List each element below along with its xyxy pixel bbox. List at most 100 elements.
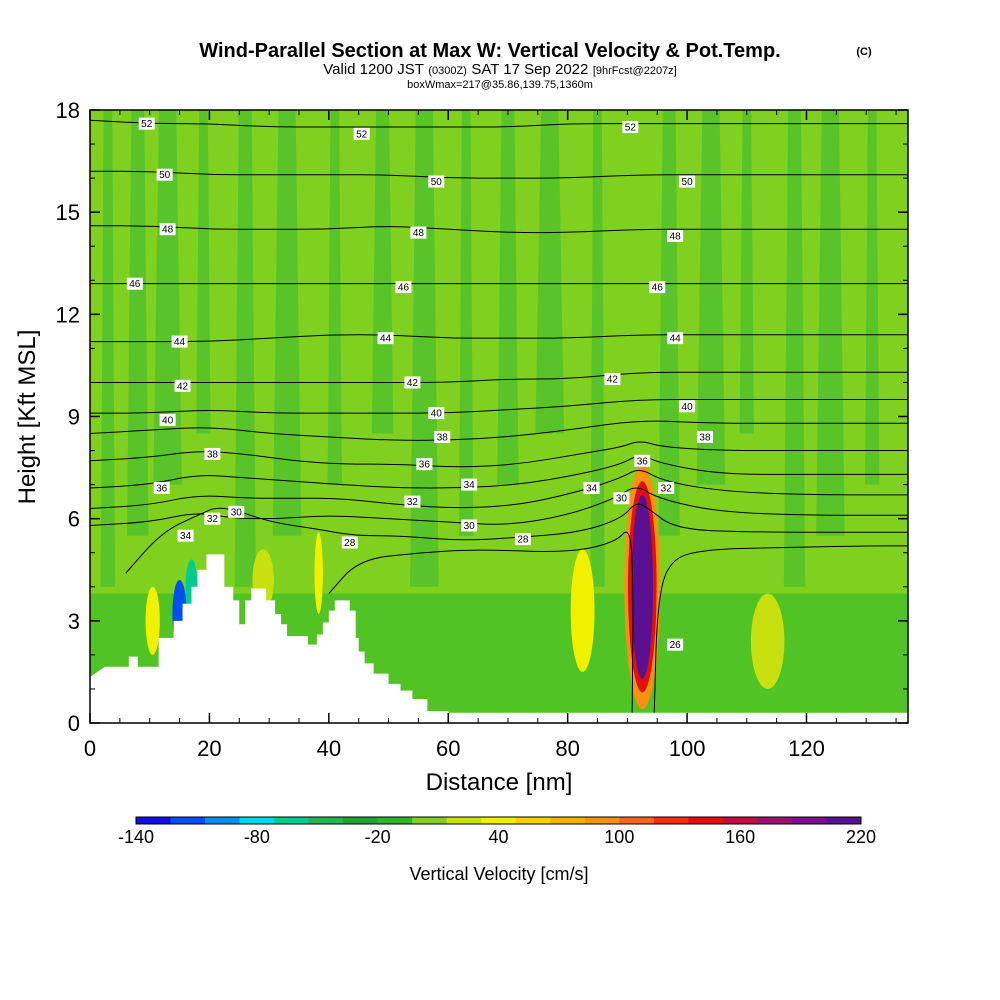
contour-label: 28 xyxy=(341,536,358,549)
contour-label: 28 xyxy=(514,533,531,546)
colorbar-swatch xyxy=(205,817,241,824)
forecast-tag: [9hrFcst@2207z] xyxy=(593,65,677,77)
contour-label-text: 38 xyxy=(207,449,219,460)
colorbar-tick-label: -80 xyxy=(244,827,270,847)
contour-label-box xyxy=(667,638,684,651)
colorbar: -140 -80 -20 40 100 160 220 xyxy=(118,816,876,847)
colorbar-swatch xyxy=(722,817,758,824)
contour-label-box xyxy=(410,226,427,239)
contour-label: 46 xyxy=(126,277,143,290)
valid-date: SAT 17 Sep 2022 xyxy=(471,61,588,78)
contour-label-box xyxy=(126,277,143,290)
contour-label-box xyxy=(138,117,155,130)
contour-label: 36 xyxy=(416,458,433,471)
contour-label-text: 34 xyxy=(464,480,476,491)
colorbar-swatch xyxy=(308,817,344,824)
contour-label-text: 52 xyxy=(356,129,368,140)
contour-label: 38 xyxy=(434,430,451,443)
contour-label-box xyxy=(159,413,176,426)
colorbar-swatch xyxy=(791,817,827,824)
colorbar-tick-label: 220 xyxy=(846,827,876,847)
velocity-streak xyxy=(196,110,211,434)
contour-label-box xyxy=(153,482,170,495)
contour-label-text: 30 xyxy=(231,507,243,518)
contour-label-box xyxy=(428,175,445,188)
contour-label: 38 xyxy=(204,447,221,460)
contour-label-text: 30 xyxy=(616,494,628,505)
contour-label: 46 xyxy=(649,281,666,294)
contour-label-text: 50 xyxy=(431,177,443,188)
y-tick-label: 0 xyxy=(68,711,80,736)
contour-label-text: 42 xyxy=(177,381,189,392)
contour-label-box xyxy=(228,505,245,518)
y-axis-label: Height [Kft MSL] xyxy=(14,330,41,505)
contour-label-text: 36 xyxy=(419,460,431,471)
colorbar-swatch xyxy=(826,817,862,824)
contour-labels: 52 52 52 50 50 50 48 48 48 46 46 46 44 44 44 42 42 42 40 40… xyxy=(126,117,713,651)
velocity-streak xyxy=(816,110,845,536)
colorbar-swatch xyxy=(446,817,482,824)
contour-label-text: 40 xyxy=(162,415,174,426)
colorbar-frame xyxy=(135,816,862,825)
contour-label: 30 xyxy=(228,505,245,518)
colorbar-swatch xyxy=(343,817,379,824)
colorbar-swatch xyxy=(653,817,689,824)
y-tick-label: 6 xyxy=(68,507,80,532)
x-tick-label: 80 xyxy=(555,736,579,761)
contour-label: 42 xyxy=(604,373,621,386)
contour-label-box xyxy=(649,281,666,294)
contour-label-text: 28 xyxy=(344,538,356,549)
contour-label-box xyxy=(679,400,696,413)
contour-label-box xyxy=(634,454,651,467)
contour-label-box xyxy=(353,127,370,140)
contour-label-box xyxy=(159,223,176,236)
contour-label-text: 46 xyxy=(398,283,410,294)
contour-label: 48 xyxy=(159,223,176,236)
contour-label-text: 46 xyxy=(129,279,141,290)
contour-label: 32 xyxy=(658,482,675,495)
y-tick-label: 15 xyxy=(56,200,80,225)
contour-label-text: 28 xyxy=(517,535,529,546)
y-tick-label: 18 xyxy=(56,98,80,123)
contour-label-text: 38 xyxy=(699,432,711,443)
velocity-streak xyxy=(696,110,726,485)
colorbar-swatch xyxy=(688,817,724,824)
velocity-streak xyxy=(658,110,680,536)
contour-label: 36 xyxy=(634,454,651,467)
contour-label-box xyxy=(622,121,639,134)
velocity-streak xyxy=(272,110,302,536)
velocity-streak xyxy=(497,110,519,485)
contour-label: 52 xyxy=(353,127,370,140)
theta-contour-52 xyxy=(90,119,908,128)
plot-area: 52 52 52 50 50 50 48 48 48 46 46 46 44 44 44 42 42 42 40 40… xyxy=(90,110,908,723)
contour-label-box xyxy=(461,478,478,491)
colorbar-swatch xyxy=(412,817,448,824)
velocity-streak xyxy=(590,110,605,587)
colorbar-tick-label: 160 xyxy=(725,827,755,847)
contour-label-box xyxy=(156,168,173,181)
contour-label-box xyxy=(434,430,451,443)
colorbar-tick-label: -140 xyxy=(118,827,154,847)
contour-label: 46 xyxy=(395,281,412,294)
contour-label: 30 xyxy=(613,492,630,505)
contour-label-text: 38 xyxy=(437,432,449,443)
velocity-weak-updraft xyxy=(314,532,323,615)
colorbar-swatch xyxy=(136,817,172,824)
contour-label-box xyxy=(377,332,394,345)
valid-time-line: Valid 1200 JST (0300Z) SAT 17 Sep 2022 [… xyxy=(323,61,677,78)
contour-label-box xyxy=(177,529,194,542)
colorbar-swatch xyxy=(757,817,793,824)
contour-label: 48 xyxy=(667,230,684,243)
velocity-weak-updraft xyxy=(570,549,595,672)
y-tick-label: 9 xyxy=(68,405,80,430)
contour-label-box xyxy=(613,492,630,505)
colorbar-swatch xyxy=(619,817,655,824)
colorbar-swatch xyxy=(170,817,206,824)
contour-label-box xyxy=(416,458,433,471)
theta-contour-36 xyxy=(90,441,908,468)
contour-label: 48 xyxy=(410,226,427,239)
chart-title: Wind-Parallel Section at Max W: Vertical… xyxy=(199,40,780,62)
velocity-streak xyxy=(327,110,342,485)
copyright-mark: (C) xyxy=(856,46,872,58)
